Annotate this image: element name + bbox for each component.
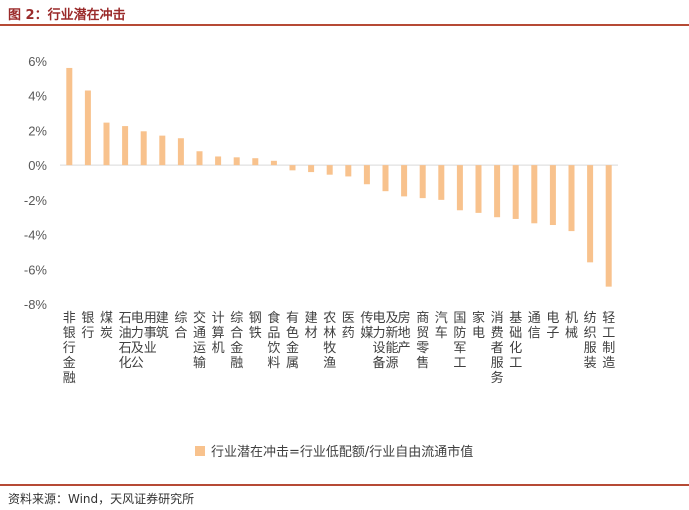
source-note: 资料来源：Wind，天风证券研究所	[8, 492, 195, 506]
x-tick-label: 非银行金融	[63, 311, 76, 386]
x-tick-label: 电力及公	[131, 311, 144, 371]
y-tick-label: 0%	[28, 158, 47, 173]
bar	[159, 135, 166, 166]
y-axis: 6% 4% 2% 0% -2% -4% -6% -8%	[24, 54, 48, 312]
x-tick-label: 机械	[565, 311, 578, 341]
x-tick-label: 商贸零售	[416, 311, 429, 371]
x-axis-labels: 非银行金融银行煤炭石油石化电力及公用事业建筑综合交通运输计算机综合金融钢铁食品饮…	[63, 310, 615, 386]
bar	[456, 165, 463, 211]
x-tick-label: 有色金属	[286, 311, 299, 371]
bar	[140, 131, 147, 166]
bar	[419, 165, 426, 199]
bar	[84, 90, 91, 166]
bar	[345, 165, 352, 177]
bar	[401, 165, 408, 197]
x-tick-label: 建筑	[156, 311, 169, 341]
bar	[605, 165, 612, 287]
bar	[252, 158, 259, 166]
bar	[549, 165, 556, 226]
y-tick-label: 6%	[28, 54, 47, 69]
bar	[289, 165, 296, 171]
x-tick-label: 国防军工	[453, 311, 466, 371]
x-tick-label: 纺织服装	[584, 311, 597, 371]
bar	[587, 165, 594, 263]
bar	[308, 165, 315, 173]
top-rule	[0, 24, 689, 26]
y-tick-label: -8%	[24, 297, 48, 312]
x-tick-label: 计算机	[212, 311, 225, 356]
y-tick-label: -6%	[24, 262, 48, 277]
x-tick-label: 综合	[174, 311, 187, 341]
x-tick-label: 电子	[546, 311, 559, 341]
bar	[177, 138, 184, 166]
y-tick-label: 4%	[28, 89, 47, 104]
x-tick-label: 农林牧渔	[323, 311, 336, 371]
x-tick-label: 食品饮料	[267, 310, 280, 371]
x-tick-label: 综合金融	[230, 311, 243, 371]
bar	[382, 165, 389, 192]
bottom-rule	[0, 484, 689, 486]
bar	[66, 67, 73, 166]
x-tick-label: 基础化工	[509, 311, 522, 371]
bar	[512, 165, 519, 219]
bar	[122, 126, 129, 166]
bar	[438, 165, 445, 200]
y-tick-label: 2%	[28, 123, 47, 138]
bar	[531, 165, 538, 224]
bar	[568, 165, 575, 232]
x-tick-label: 建材	[305, 311, 318, 341]
bar	[233, 157, 240, 166]
x-tick-label: 通信	[528, 311, 541, 341]
legend-swatch	[195, 446, 205, 456]
bar	[475, 165, 482, 213]
x-tick-label: 轻工制造	[602, 311, 615, 371]
bar	[196, 151, 203, 166]
bar-chart: 6% 4% 2% 0% -2% -4% -6% -8% 非银行金融银行煤炭石油石化电力及公用事…	[24, 54, 618, 460]
bar	[270, 160, 277, 166]
x-tick-label: 钢铁	[249, 311, 262, 341]
bar	[494, 165, 501, 218]
bar	[215, 156, 222, 166]
bar	[326, 165, 333, 175]
legend-label: 行业潜在冲击=行业低配额/行业自由流通市值	[211, 444, 473, 460]
x-tick-label: 医药	[342, 311, 355, 341]
bars	[66, 67, 612, 287]
bar	[363, 165, 370, 185]
x-tick-label: 煤炭	[100, 311, 113, 341]
figure-title: 图 2：行业潜在冲击	[8, 8, 126, 23]
x-tick-label: 消费者服务	[491, 311, 504, 386]
x-tick-label: 家电	[472, 310, 485, 341]
y-tick-label: -4%	[24, 228, 48, 243]
x-tick-label: 电力设备	[372, 311, 385, 371]
x-tick-label: 房地产	[398, 310, 411, 356]
x-tick-label: 用事业	[144, 311, 157, 356]
bar	[103, 122, 110, 166]
x-tick-label: 石油石化	[119, 311, 132, 371]
x-tick-label: 传媒	[360, 311, 373, 341]
x-tick-label: 汽车	[435, 311, 448, 341]
x-tick-label: 银行	[81, 311, 94, 341]
legend: 行业潜在冲击=行业低配额/行业自由流通市值	[195, 444, 473, 460]
x-tick-label: 及新能源	[385, 311, 398, 371]
y-tick-label: -2%	[24, 193, 48, 208]
x-tick-label: 交通运输	[193, 310, 206, 371]
